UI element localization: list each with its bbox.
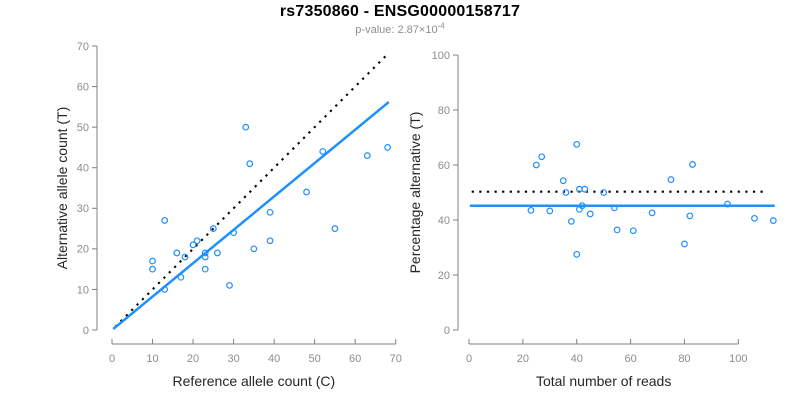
- data-point: [686, 212, 694, 220]
- data-point: [581, 185, 589, 193]
- data-point: [586, 210, 594, 218]
- data-point: [177, 273, 185, 281]
- x-tick-label: 40: [571, 353, 583, 365]
- data-point: [751, 214, 758, 222]
- x-tick-label: 20: [187, 353, 199, 365]
- x-tick-label: 60: [624, 353, 636, 365]
- y-tick-label: 0: [83, 325, 89, 337]
- figure-title: rs7350860 - ENSG00000158717: [279, 3, 521, 20]
- data-point: [567, 217, 575, 225]
- data-point: [613, 226, 621, 234]
- data-point: [562, 189, 570, 196]
- x-tick-label: 70: [390, 353, 402, 365]
- data-point: [331, 225, 339, 232]
- data-point: [546, 207, 554, 215]
- x-tick-label: 30: [227, 353, 239, 365]
- data-point: [213, 249, 221, 257]
- data-point: [161, 217, 169, 224]
- data-point: [573, 140, 581, 148]
- fit-line: [112, 101, 390, 330]
- data-point: [193, 237, 201, 245]
- data-point: [648, 209, 656, 217]
- y-tick-label: 80: [438, 105, 450, 117]
- data-point: [266, 208, 274, 216]
- data-point: [689, 161, 696, 168]
- data-point: [629, 227, 637, 235]
- data-point: [209, 225, 217, 232]
- percentage-alternative-scatter: 0 20 40 60 80 100 0 20 40 60 80 100 Total number of …: [407, 50, 777, 389]
- data-point: [384, 144, 392, 151]
- y-tick-label: 100: [432, 50, 450, 62]
- x-axis-label: Total number of reads: [536, 373, 671, 389]
- data-point: [303, 188, 310, 196]
- y-axis-label: Percentage alternative (T): [407, 112, 423, 274]
- data-point: [538, 153, 546, 161]
- data-point: [559, 177, 567, 185]
- x-tick-label: 100: [729, 353, 747, 365]
- data-point: [201, 265, 209, 273]
- x-tick-label: 10: [146, 353, 158, 365]
- data-point: [724, 200, 731, 208]
- x-tick-label: 50: [309, 353, 321, 365]
- data-point: [532, 161, 540, 169]
- data-point: [769, 217, 777, 224]
- y-tick-label: 0: [444, 325, 450, 337]
- data-point: [250, 245, 258, 253]
- y-tick-label: 20: [438, 270, 450, 282]
- data-point: [149, 265, 156, 273]
- y-tick-label: 60: [438, 160, 450, 172]
- data-point: [363, 152, 371, 159]
- y-axis-label: Alternative allele count (T): [54, 107, 70, 270]
- allele-count-scatter: 0 10 20 30 40 50 60 70 0 10 20 30 40 50 60 70 Reference …: [54, 41, 402, 389]
- x-tick-label: 60: [349, 353, 361, 365]
- data-point: [681, 240, 688, 248]
- data-point: [600, 189, 608, 196]
- pvalue-exponent: -4: [437, 21, 445, 31]
- data-point: [266, 237, 274, 245]
- y-tick-label: 50: [77, 122, 89, 134]
- y-tick-label: 10: [77, 284, 89, 296]
- data-point: [181, 253, 189, 261]
- y-tick-label: 30: [77, 203, 89, 215]
- data-point: [246, 160, 254, 168]
- data-point: [201, 249, 209, 257]
- x-axis-label: Reference allele count (C): [173, 373, 336, 389]
- x-tick-label: 20: [517, 353, 529, 365]
- data-point: [573, 250, 581, 258]
- data-point: [319, 148, 327, 155]
- dotted-reference-line: [114, 54, 388, 328]
- data-point: [149, 257, 156, 265]
- data-point: [242, 123, 250, 131]
- pvalue-text: p-value: 2.87×10: [355, 24, 438, 36]
- data-point: [189, 241, 197, 249]
- data-point: [527, 206, 535, 214]
- data-point: [667, 176, 675, 183]
- y-tick-label: 40: [77, 163, 89, 175]
- x-tick-label: 40: [268, 353, 280, 365]
- y-tick-label: 70: [77, 41, 89, 53]
- y-tick-label: 40: [438, 215, 450, 227]
- data-point: [201, 253, 209, 261]
- x-tick-label: 80: [678, 353, 690, 365]
- data-point: [173, 249, 181, 257]
- data-point: [161, 286, 169, 293]
- data-point: [230, 229, 237, 237]
- x-tick-label: 0: [466, 353, 472, 365]
- data-point: [578, 202, 586, 210]
- y-tick-label: 60: [77, 81, 89, 93]
- data-point: [611, 204, 618, 212]
- y-tick-label: 20: [77, 244, 89, 256]
- data-point: [226, 281, 233, 289]
- pvalue-subtitle: p-value: 2.87×10-4: [0, 21, 800, 36]
- x-tick-label: 0: [109, 353, 115, 365]
